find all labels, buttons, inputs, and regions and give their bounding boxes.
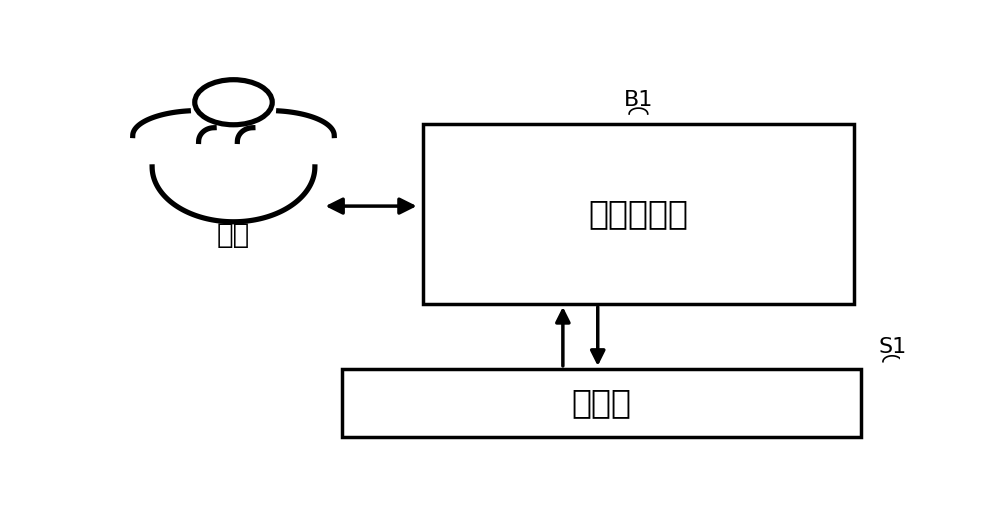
Text: B1: B1	[624, 90, 653, 110]
Ellipse shape	[195, 80, 272, 125]
Text: 用户: 用户	[217, 221, 250, 249]
Text: 客户端设备: 客户端设备	[588, 197, 688, 231]
Text: S1: S1	[878, 337, 906, 357]
Bar	[423, 124, 854, 304]
Text: 服务器: 服务器	[572, 386, 632, 419]
Bar	[342, 369, 861, 437]
